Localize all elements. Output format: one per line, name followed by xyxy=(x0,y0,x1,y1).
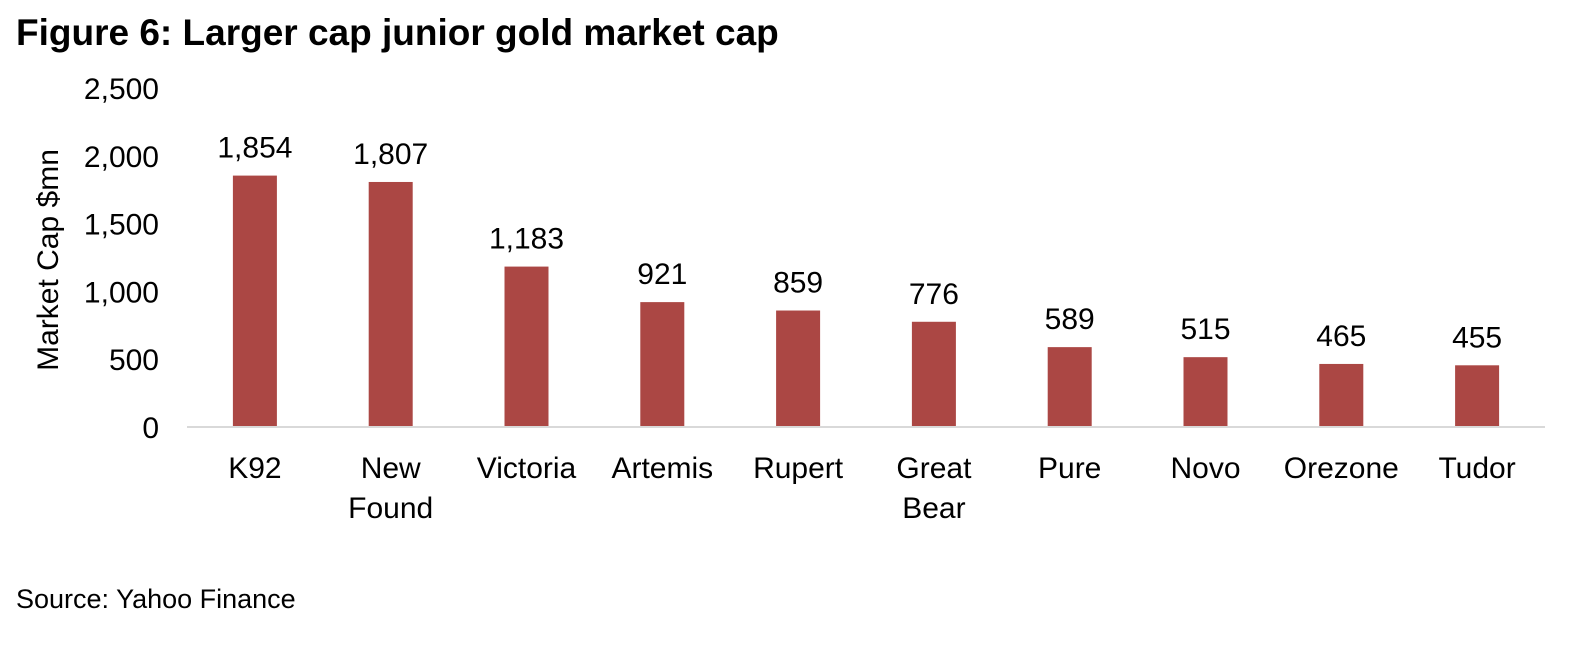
value-labels: 1,854 1,807 1,183 921 859 776 589 515 465 455 xyxy=(217,132,1502,355)
x-axis-labels: K92 New Found Victoria Artemis Rupert Great Bea… xyxy=(228,452,1516,525)
data-label: 455 xyxy=(1452,321,1502,354)
bar xyxy=(1183,357,1228,427)
x-tick-label: Pure xyxy=(1038,452,1101,485)
x-tick-label: Great Bear xyxy=(896,452,972,525)
source-note: Source: Yahoo Finance xyxy=(16,584,296,614)
y-tick-label: 2,000 xyxy=(84,141,159,174)
data-label: 1,183 xyxy=(489,223,564,256)
bar xyxy=(504,266,549,427)
x-tick-label: Artemis xyxy=(611,452,713,485)
data-label: 1,807 xyxy=(353,138,428,171)
bar xyxy=(911,321,956,427)
y-axis-label: Market Cap $mn xyxy=(32,149,65,371)
x-tick-label: Rupert xyxy=(753,452,844,485)
data-label: 1,854 xyxy=(217,132,292,165)
x-tick-label: New Found xyxy=(348,452,433,525)
bar xyxy=(1319,363,1364,427)
bar xyxy=(640,302,685,427)
y-tick-label: 1,500 xyxy=(84,209,159,242)
figure-title: Figure 6: Larger cap junior gold market … xyxy=(16,12,779,53)
x-tick-label: K92 xyxy=(228,452,281,485)
x-tick-label: Orezone xyxy=(1284,452,1399,485)
y-axis: 0 500 1,000 1,500 2,000 2,500 xyxy=(84,73,159,445)
bar xyxy=(776,310,821,427)
bar xyxy=(1047,347,1092,427)
bar xyxy=(1455,365,1500,427)
data-label: 589 xyxy=(1045,303,1095,336)
data-label: 859 xyxy=(773,267,823,300)
x-tick-label: Victoria xyxy=(477,452,577,485)
bars xyxy=(232,175,1500,427)
x-tick-label: Novo xyxy=(1170,452,1240,485)
data-label: 465 xyxy=(1316,320,1366,353)
bar xyxy=(232,175,277,427)
y-tick-label: 500 xyxy=(109,344,159,377)
data-label: 921 xyxy=(637,258,687,291)
y-tick-label: 2,500 xyxy=(84,73,159,106)
bar xyxy=(368,181,413,427)
data-label: 776 xyxy=(909,278,959,311)
data-label: 515 xyxy=(1180,313,1230,346)
y-tick-label: 0 xyxy=(142,412,159,445)
y-tick-label: 1,000 xyxy=(84,276,159,309)
x-tick-label: Tudor xyxy=(1438,452,1515,485)
